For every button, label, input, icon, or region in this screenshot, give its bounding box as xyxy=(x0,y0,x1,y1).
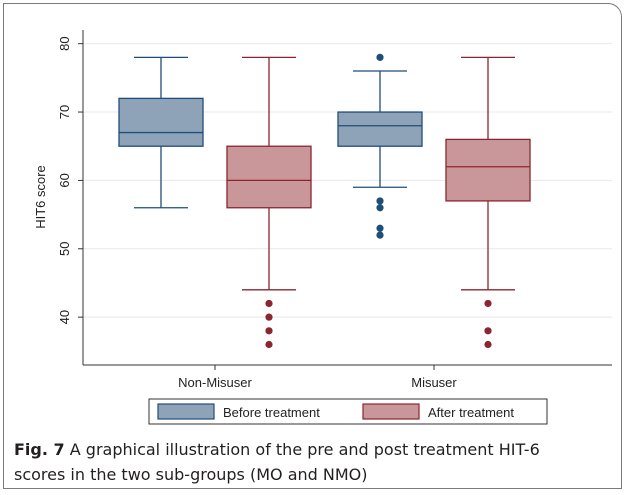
outlier-point xyxy=(484,327,492,335)
outlier-point xyxy=(265,327,273,335)
outlier-point xyxy=(376,204,384,212)
legend-frame xyxy=(148,398,548,425)
outlier-point xyxy=(484,299,492,308)
iqr-box xyxy=(337,111,423,147)
legend: Before treatment After treatment xyxy=(148,398,548,425)
outlier-point xyxy=(484,340,492,349)
iqr-box xyxy=(226,145,312,209)
iqr-box xyxy=(118,97,204,147)
x-tick-labels: Non-Misuser Misuser xyxy=(178,365,457,390)
outlier-point xyxy=(376,197,384,205)
x-tick-label: Misuser xyxy=(411,375,457,390)
y-tick-label: 60 xyxy=(57,173,72,187)
legend-label: After treatment xyxy=(428,405,514,420)
box-0-0 xyxy=(118,56,204,209)
outlier-point xyxy=(265,313,273,321)
legend-swatch xyxy=(362,403,420,420)
y-axis-label: HIT6 score xyxy=(33,165,48,229)
caption-text: A graphical illustration of the pre and … xyxy=(14,440,540,484)
outlier-point xyxy=(265,299,273,308)
x-tick-label: Non-Misuser xyxy=(178,375,252,390)
y-tick-labels: 40 50 60 70 80 xyxy=(57,36,83,324)
box-0-1 xyxy=(337,53,423,239)
outlier-point xyxy=(376,53,384,61)
box-1-0 xyxy=(226,56,312,349)
grid-lines xyxy=(83,43,612,318)
legend-swatch xyxy=(157,403,215,420)
legend-label: Before treatment xyxy=(223,405,320,420)
y-tick-label: 50 xyxy=(57,242,72,256)
box-plot-chart: 40 50 60 70 80 HIT6 score Non-Misuser Misuser… xyxy=(33,30,612,425)
box-group xyxy=(118,53,531,349)
outlier-point xyxy=(376,231,384,239)
caption-label: Fig. 7 xyxy=(14,440,65,459)
iqr-box xyxy=(445,138,531,202)
y-tick-label: 70 xyxy=(57,105,72,119)
y-tick-label: 40 xyxy=(57,310,72,324)
figure-caption: Fig. 7 A graphical illustration of the p… xyxy=(14,437,574,487)
outlier-point xyxy=(265,340,273,349)
box-1-1 xyxy=(445,56,531,349)
outlier-point xyxy=(376,224,384,232)
y-tick-label: 80 xyxy=(57,36,72,50)
